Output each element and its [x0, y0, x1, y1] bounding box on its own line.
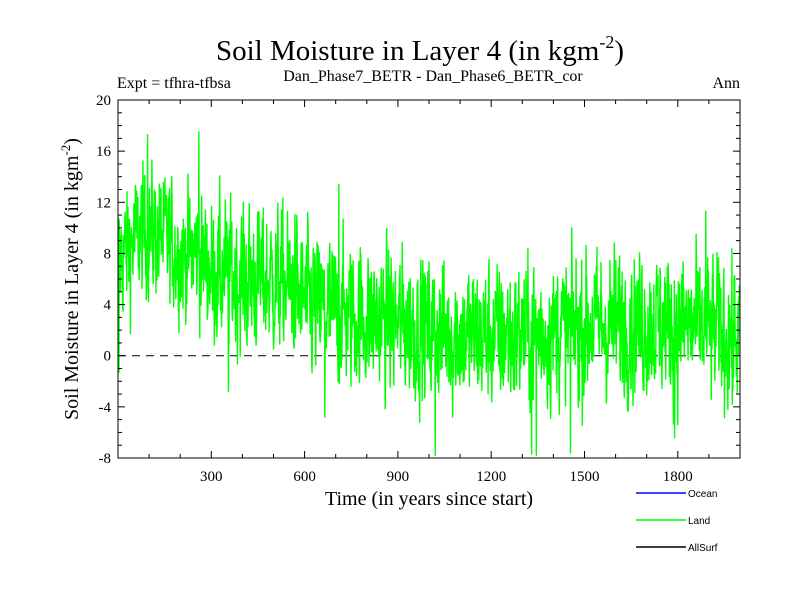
- y-axis-label: Soil Moisture in Layer 4 (in kgm-2): [58, 138, 83, 420]
- x-tick-label: 1800: [663, 469, 693, 485]
- y-tick-label: 8: [104, 246, 112, 262]
- chart-title: Soil Moisture in Layer 4 (in kgm-2): [216, 32, 624, 67]
- y-tick-label: -8: [99, 451, 112, 467]
- y-axis-ticks: -8 -4 0 4 8 12 16 20: [96, 93, 740, 467]
- experiment-label: Expt = tfhra-tfbsa: [117, 75, 231, 92]
- y-tick-label: 20: [96, 93, 111, 109]
- series-line-land: [118, 131, 740, 457]
- legend-label-land: Land: [688, 516, 710, 527]
- x-tick-label: 300: [200, 469, 223, 485]
- run-comparison-label: Dan_Phase7_BETR - Dan_Phase6_BETR_cor: [283, 68, 583, 85]
- y-tick-label: -4: [99, 400, 112, 416]
- legend-label-ocean: Ocean: [688, 489, 717, 500]
- x-axis-ticks: 300 600 900 1200 1500 1800: [148, 100, 710, 485]
- y-tick-label: 16: [96, 144, 112, 160]
- y-tick-label: 4: [104, 298, 112, 314]
- x-tick-label: 900: [387, 469, 410, 485]
- x-axis-label: Time (in years since start): [325, 488, 533, 510]
- x-tick-label: 1200: [476, 469, 506, 485]
- legend-label-allsurf: AllSurf: [688, 543, 718, 554]
- x-tick-label: 1500: [570, 469, 600, 485]
- y-tick-label: 12: [96, 195, 111, 211]
- y-tick-label: 0: [104, 349, 112, 365]
- x-tick-label: 600: [293, 469, 316, 485]
- legend: Ocean Land AllSurf: [636, 489, 718, 554]
- series-layer: [118, 131, 740, 457]
- period-label: Ann: [712, 75, 740, 92]
